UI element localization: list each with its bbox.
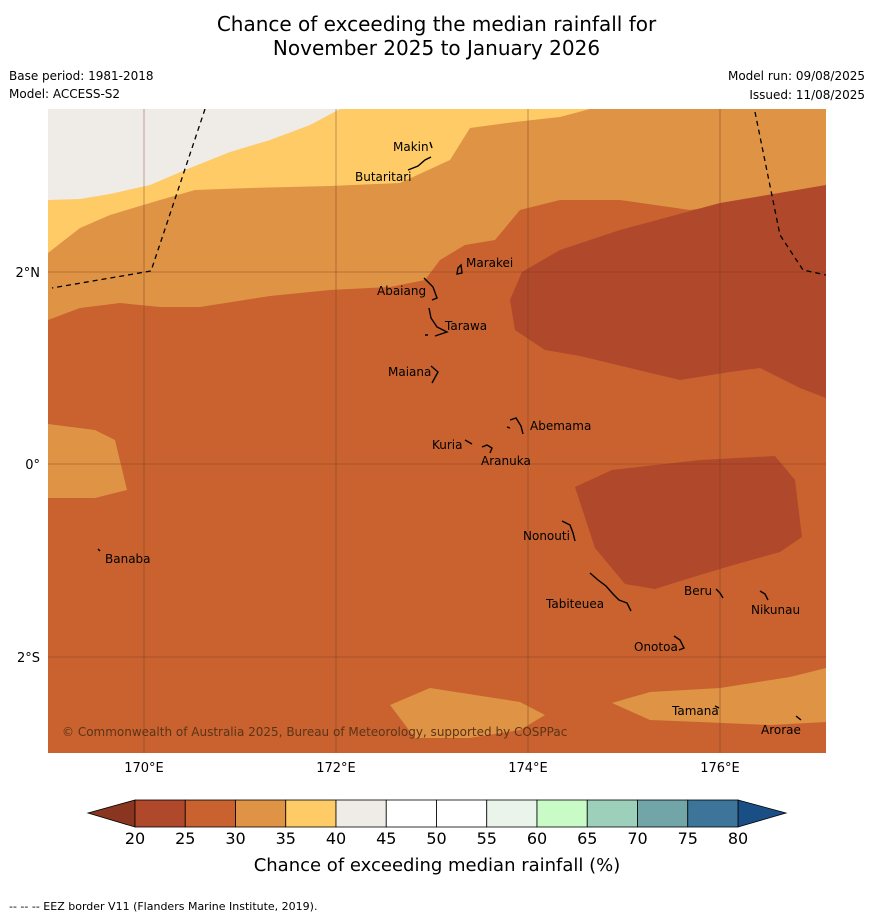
eez-border-west (51, 109, 206, 289)
colorbar-tick-25: 25 (175, 829, 195, 848)
colorbar-segment-55-60 (486, 799, 538, 828)
zone-30-35-southeast (612, 668, 826, 725)
label-tarawa: Tarawa (444, 319, 487, 333)
y-tick-0: 0° (25, 458, 40, 473)
islands (97, 141, 802, 721)
colorbar: 20 25 30 35 40 45 50 55 60 65 70 75 80 Chance of exc… (86, 799, 788, 876)
copyright-notice: © Commonwealth of Australia 2025, Bureau… (62, 725, 567, 739)
label-abaiang: Abaiang (377, 284, 426, 298)
y-tick-2s: 2°S (17, 651, 40, 666)
zone-20-25-southeast (575, 456, 802, 589)
colorbar-segment-50-55 (436, 799, 488, 828)
colorbar-segment-30-35 (235, 799, 287, 828)
x-tick-174e: 174°E (508, 761, 548, 776)
x-axis-labels: 170°E 172°E 174°E 176°E (124, 761, 740, 776)
x-tick-170e: 170°E (124, 761, 164, 776)
colorbar-tick-65: 65 (577, 829, 597, 848)
label-nonouti: Nonouti (523, 529, 570, 543)
island-tarawa-shape (425, 307, 449, 337)
island-maiana-shape (430, 365, 439, 384)
label-beru: Beru (684, 584, 712, 598)
island-butaritari-shape (407, 156, 432, 171)
label-aranuka: Aranuka (481, 454, 531, 468)
colorbar-segments (134, 799, 739, 828)
model-run: Model run: 09/08/2025 (727, 69, 865, 83)
title-line-1: Chance of exceeding the median rainfall … (216, 12, 657, 36)
colorbar-tick-labels: 20 25 30 35 40 45 50 55 60 65 70 75 80 (125, 829, 748, 848)
zone-30-35-west (48, 424, 127, 498)
colorbar-segment-65-70 (586, 799, 638, 828)
colorbar-segment-40-45 (335, 799, 387, 828)
colorbar-segment-35-40 (285, 799, 337, 828)
island-kuria-shape (464, 439, 473, 445)
island-aranuka-shape (481, 444, 493, 454)
colorbar-segment-20-25 (134, 799, 186, 828)
colorbar-segment-70-75 (637, 799, 689, 828)
title-line-2: November 2025 to January 2026 (272, 36, 601, 60)
colorbar-tick-75: 75 (678, 829, 698, 848)
colorbar-tick-60: 60 (527, 829, 547, 848)
label-butaritari: Butaritari (355, 170, 412, 184)
footer-note: -- -- -- EEZ border V11 (Flanders Marine… (9, 900, 318, 913)
island-marakei-shape (456, 263, 463, 275)
colorbar-segment-25-30 (184, 799, 236, 828)
label-makin: Makin (393, 140, 429, 154)
label-tabiteuea: Tabiteuea (545, 597, 604, 611)
colorbar-tick-55: 55 (477, 829, 497, 848)
colorbar-tick-40: 40 (326, 829, 346, 848)
label-tamana: Tamana (671, 704, 719, 718)
island-beru-shape (715, 588, 724, 599)
colorbar-title: Chance of exceeding median rainfall (%) (254, 855, 621, 876)
issued-date: Issued: 11/08/2025 (749, 88, 865, 102)
x-tick-172e: 172°E (316, 761, 356, 776)
island-abemama-shape (506, 417, 524, 435)
eez-border-east (754, 111, 826, 276)
colorbar-tick-35: 35 (276, 829, 296, 848)
colorbar-low-arrow (86, 799, 136, 828)
model-name: Model: ACCESS-S2 (9, 87, 121, 101)
island-arorae-shape (795, 715, 802, 721)
colorbar-segment-75-80 (687, 799, 739, 828)
label-abemama: Abemama (530, 419, 591, 433)
zone-40-45-north (48, 109, 340, 200)
island-tamana-shape (714, 705, 720, 709)
graticule (48, 109, 826, 753)
zone-30-35-south (390, 688, 545, 738)
colorbar-tick-50: 50 (426, 829, 446, 848)
label-arorae: Arorae (761, 723, 801, 737)
map-area: Makin Butaritari Marakei Abaiang Tarawa … (48, 109, 826, 753)
island-abaiang-shape (423, 277, 438, 301)
chart-title: Chance of exceeding the median rainfall … (0, 12, 873, 60)
colorbar-segment-60-65 (536, 799, 588, 828)
island-onotoa-shape (673, 635, 685, 651)
island-makin-shape (429, 141, 433, 149)
colorbar-tick-30: 30 (225, 829, 245, 848)
zone-20-25-east (510, 185, 826, 398)
island-banaba-shape (97, 548, 101, 552)
label-onotoa: Onotoa (634, 640, 678, 654)
y-axis-labels: 2°N 0° 2°S (16, 266, 41, 666)
label-banaba: Banaba (105, 552, 151, 566)
island-tabiteuea-shape (589, 572, 632, 612)
y-tick-2n: 2°N (16, 266, 41, 281)
base-period: Base period: 1981-2018 (9, 69, 154, 83)
label-kuria: Kuria (432, 438, 463, 452)
colorbar-high-arrow (737, 799, 788, 828)
x-tick-176e: 176°E (700, 761, 740, 776)
colorbar-tick-70: 70 (627, 829, 647, 848)
colorbar-tick-80: 80 (728, 829, 748, 848)
label-nikunau: Nikunau (751, 603, 800, 617)
colorbar-tick-45: 45 (376, 829, 396, 848)
island-nonouti-shape (561, 520, 576, 542)
colorbar-segment-45-50 (385, 799, 437, 828)
island-nikunau-shape (759, 590, 769, 601)
label-marakei: Marakei (466, 256, 513, 270)
colorbar-tick-20: 20 (125, 829, 145, 848)
place-labels: Makin Butaritari Marakei Abaiang Tarawa … (105, 140, 801, 737)
eez-borders (51, 109, 826, 289)
label-maiana: Maiana (388, 365, 431, 379)
